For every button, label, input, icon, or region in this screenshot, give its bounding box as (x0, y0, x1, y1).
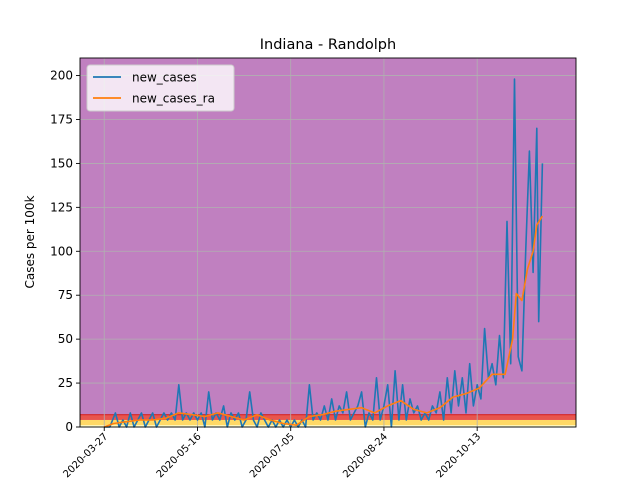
risk-band-1 (80, 419, 576, 426)
x-tick-label: 2020-07-05 (248, 431, 297, 480)
series-line-new_cases_ra (103, 215, 544, 428)
y-tick-label: 200 (50, 69, 73, 83)
y-tick-label: 125 (50, 200, 73, 214)
legend-label-new_cases: new_cases (132, 71, 197, 85)
y-tick-label: 150 (50, 156, 73, 170)
y-tick-label: 0 (65, 420, 73, 434)
x-tick-label: 2020-10-13 (434, 431, 483, 480)
risk-band-3 (80, 58, 576, 415)
y-tick-label: 100 (50, 244, 73, 258)
y-tick-label: 50 (58, 332, 73, 346)
axes-frame (79, 57, 577, 428)
x-tick-label: 2020-03-27 (61, 431, 110, 480)
chart-title: Indiana - Randolph (260, 37, 396, 53)
y-axis-label: Cases per 100k (23, 195, 37, 288)
y-tick-label: 175 (50, 113, 73, 127)
y-tick-label: 75 (58, 288, 73, 302)
legend-box (86, 64, 235, 112)
risk-band-0 (80, 425, 576, 427)
x-tick-label: 2020-05-16 (155, 431, 204, 480)
plot-area: 0 25 50 75 100 125 150 175 200 2020-03-27 2020-05-… (50, 57, 577, 480)
legend-label-new_cases_ra: new_cases_ra (132, 92, 215, 106)
y-tick-label: 25 (58, 376, 73, 390)
x-tick-label: 2020-08-24 (341, 431, 390, 480)
